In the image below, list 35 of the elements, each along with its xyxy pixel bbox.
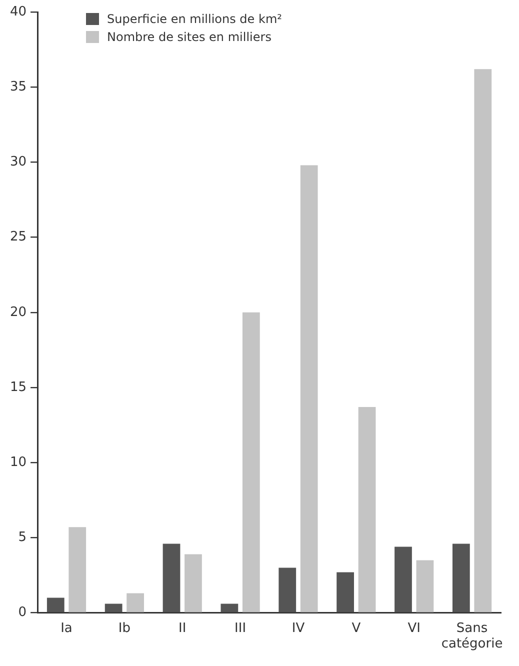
bar — [162, 544, 180, 612]
bar — [220, 604, 238, 612]
x-tick-label: II — [178, 620, 186, 636]
bar — [184, 554, 202, 612]
y-tick-label: 30 — [10, 154, 27, 170]
y-tick-label: 10 — [10, 454, 27, 470]
x-tick-label: V — [352, 620, 361, 636]
bar — [452, 544, 470, 612]
legend-label: Nombre de sites en milliers — [107, 29, 272, 46]
bar — [46, 598, 64, 612]
bar — [336, 572, 354, 612]
y-tick-label: 0 — [18, 605, 27, 620]
x-tick-label: IV — [292, 620, 305, 636]
x-tick-label: Ib — [118, 620, 130, 636]
bar — [278, 568, 296, 612]
bar — [416, 560, 434, 612]
y-tick-label: 5 — [18, 530, 27, 546]
legend-label: Superficie en millions de km² — [107, 11, 282, 28]
y-tick-label: 20 — [10, 304, 27, 320]
bar — [300, 165, 318, 612]
x-tick-label: Sans catégorie — [441, 620, 503, 652]
x-tick-label: III — [234, 620, 246, 636]
bar — [358, 407, 376, 612]
bar — [394, 546, 412, 612]
bar — [242, 312, 260, 612]
bar — [68, 527, 86, 612]
bar — [104, 604, 122, 612]
bar — [126, 593, 144, 612]
x-tick-label: Ia — [60, 620, 72, 636]
x-tick-label: VI — [408, 620, 420, 636]
y-tick-label: 25 — [10, 230, 27, 245]
y-tick-label: 15 — [10, 380, 27, 395]
y-tick-label: 40 — [10, 4, 27, 20]
y-tick-label: 35 — [10, 79, 27, 94]
bar — [474, 69, 492, 612]
